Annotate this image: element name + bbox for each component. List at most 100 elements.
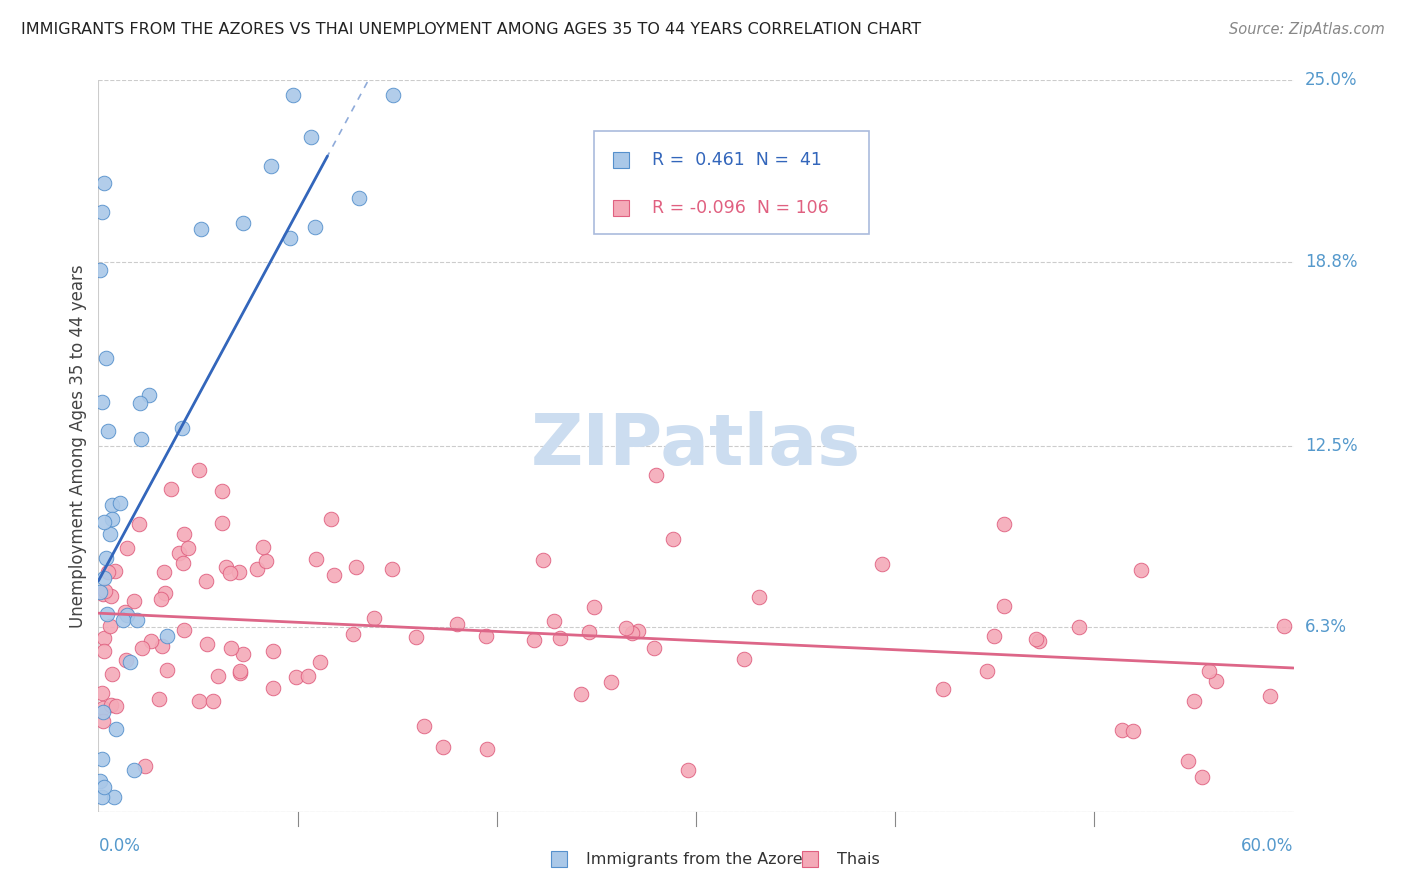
Point [280, 230, 302, 244]
Point [195, 637, 218, 651]
Point [614, 621, 637, 635]
Point [122, 594, 145, 608]
Point [323, 568, 346, 582]
Point [432, 740, 454, 755]
Point [219, 641, 242, 656]
Point [246, 562, 269, 576]
Text: ZIPatlas: ZIPatlas [531, 411, 860, 481]
Text: Immigrants from the Azores: Immigrants from the Azores [586, 852, 811, 867]
Point [96, 351, 118, 366]
Point [1191, 770, 1213, 784]
Point [153, 565, 176, 579]
Point [1111, 723, 1133, 737]
Point [583, 599, 606, 614]
Point [91, 395, 114, 409]
Text: 25.0%: 25.0% [1305, 71, 1357, 89]
Point [214, 560, 236, 574]
Point [578, 624, 600, 639]
Point [91, 751, 114, 765]
Point [260, 159, 283, 173]
Point [94, 550, 117, 565]
Point [129, 396, 152, 410]
FancyBboxPatch shape [595, 131, 869, 234]
Point [156, 663, 179, 677]
Point [188, 694, 211, 708]
Point [477, 742, 499, 756]
Point [190, 221, 212, 235]
Point [150, 639, 173, 653]
Point [138, 388, 160, 402]
Point [382, 87, 405, 102]
Point [643, 641, 665, 656]
Point [93, 701, 115, 715]
Point [105, 723, 128, 737]
Point [93, 780, 115, 795]
Point [105, 698, 128, 713]
Point [870, 558, 893, 572]
Text: Thais: Thais [837, 852, 880, 867]
Point [1205, 674, 1227, 689]
Point [262, 644, 284, 658]
Point [932, 682, 955, 697]
Point [1028, 633, 1050, 648]
Point [285, 670, 308, 684]
Point [103, 790, 125, 805]
Point [523, 633, 546, 648]
Point [993, 517, 1015, 532]
Point [115, 607, 138, 622]
Point [89, 585, 111, 599]
Point [299, 130, 322, 145]
Point [232, 216, 254, 230]
Point [101, 498, 124, 512]
Point [91, 587, 114, 601]
Point [1272, 619, 1295, 633]
Point [97, 425, 120, 439]
Point [381, 562, 404, 576]
Point [211, 483, 233, 498]
Point [172, 556, 194, 570]
Point [748, 590, 770, 604]
Point [621, 625, 644, 640]
Point [733, 652, 755, 666]
Point [170, 420, 193, 434]
Point [93, 515, 115, 529]
Point [101, 667, 124, 681]
Point [160, 483, 183, 497]
Point [446, 617, 468, 632]
Text: Source: ZipAtlas.com: Source: ZipAtlas.com [1229, 22, 1385, 37]
Point [91, 706, 114, 720]
Point [173, 623, 195, 637]
Point [281, 87, 304, 102]
Text: 6.3%: 6.3% [1305, 618, 1347, 636]
Point [90, 686, 112, 700]
Point [363, 610, 385, 624]
Point [156, 629, 179, 643]
Point [531, 553, 554, 567]
Point [100, 698, 122, 713]
Point [305, 552, 328, 566]
Point [645, 468, 668, 483]
Point [309, 655, 332, 669]
Point [93, 176, 115, 190]
Point [254, 554, 277, 568]
Text: R = -0.096  N = 106: R = -0.096 N = 106 [652, 199, 828, 218]
Point [1198, 664, 1220, 678]
Point [131, 640, 153, 655]
Point [93, 643, 115, 657]
Point [319, 512, 342, 526]
Point [543, 614, 565, 628]
Point [304, 219, 326, 234]
Point [101, 512, 124, 526]
Point [1130, 563, 1153, 577]
Point [115, 541, 138, 556]
Point [104, 564, 127, 578]
Point [97, 566, 120, 580]
Point [94, 583, 117, 598]
Point [169, 546, 191, 560]
Point [134, 759, 156, 773]
Point [228, 565, 250, 579]
Point [262, 681, 284, 696]
Point [1182, 693, 1205, 707]
Point [91, 790, 114, 805]
Point [207, 669, 229, 683]
